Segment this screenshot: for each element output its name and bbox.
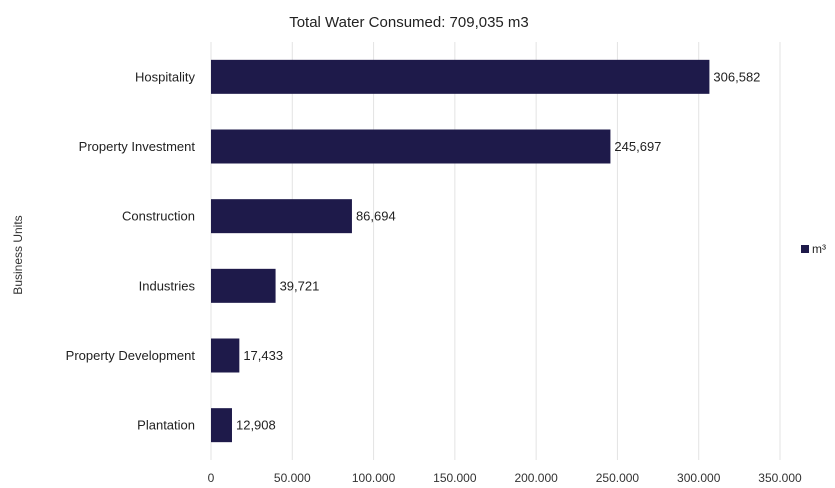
x-axis-tick-labels: 0 50.000 100.000 150.000 200.000 250.000 300.0… (208, 471, 802, 485)
value-labels: 306,582 245,697 86,694 39,721 17,433 12,908 (236, 69, 760, 432)
value-label: 39,721 (280, 278, 320, 293)
value-label: 86,694 (356, 209, 396, 224)
bar (211, 60, 709, 94)
value-label: 17,433 (243, 348, 283, 363)
x-tick-label: 250.000 (596, 471, 640, 485)
value-label: 245,697 (614, 139, 661, 154)
category-label: Property Investment (79, 139, 196, 154)
bar (211, 130, 610, 164)
bar (211, 408, 232, 442)
x-tick-label: 200.000 (514, 471, 558, 485)
bar (211, 339, 239, 373)
category-label: Construction (122, 209, 195, 224)
category-label: Industries (139, 278, 196, 293)
value-label: 12,908 (236, 418, 276, 433)
x-tick-label: 100.000 (352, 471, 396, 485)
bar (211, 269, 276, 303)
y-axis-label: Business Units (11, 215, 25, 294)
value-label: 306,582 (713, 69, 760, 84)
grid-lines (211, 42, 780, 460)
legend: m³ (801, 242, 826, 256)
x-tick-label: 150.000 (433, 471, 477, 485)
legend-label: m³ (812, 242, 826, 256)
x-tick-label: 50.000 (274, 471, 311, 485)
bars (211, 60, 709, 442)
legend-swatch (801, 245, 809, 253)
category-label: Property Development (66, 348, 196, 363)
x-tick-label: 350.000 (758, 471, 802, 485)
category-label: Hospitality (135, 69, 195, 84)
bar (211, 199, 352, 233)
chart-title: Total Water Consumed: 709,035 m3 (289, 14, 529, 31)
category-label: Plantation (137, 418, 195, 433)
x-tick-label: 0 (208, 471, 215, 485)
category-labels: Hospitality Property Investment Constructi… (66, 69, 196, 432)
x-tick-label: 300.000 (677, 471, 721, 485)
